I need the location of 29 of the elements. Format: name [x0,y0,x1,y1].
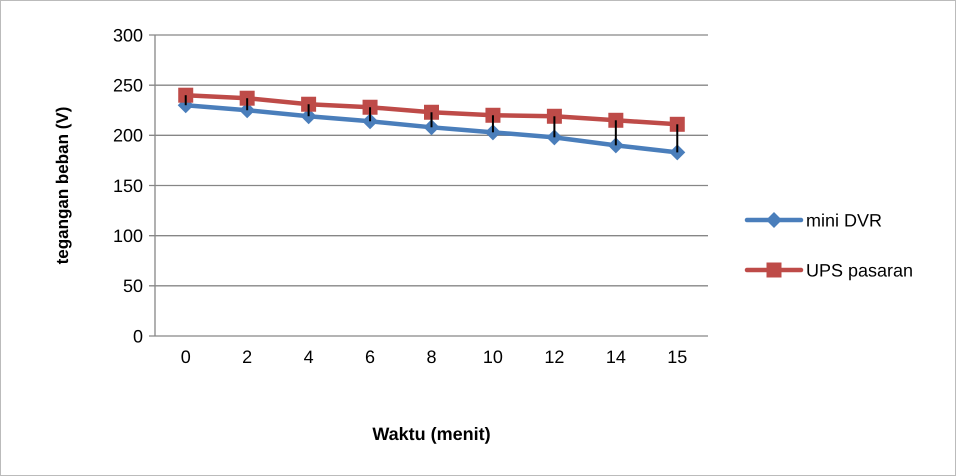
x-tick-label: 8 [426,347,437,367]
point [178,88,194,103]
point [670,116,685,132]
y-tick-label: 200 [112,126,143,146]
point [485,108,500,123]
x-tick-label: 14 [606,347,626,367]
x-tick-label: 0 [180,347,191,367]
point [301,96,316,112]
y-tick-label: 50 [122,276,143,296]
x-tick-label: 12 [544,347,564,367]
legend-label: mini DVR [806,210,882,230]
point [424,104,439,120]
legend-label: UPS pasaran [806,260,914,280]
x-tick-label: 4 [304,347,314,367]
y-tick-label: 300 [112,25,143,46]
point [608,112,624,128]
y-tick-label: 150 [112,176,143,196]
x-tick-label: 6 [365,347,376,367]
y-tick-label: 100 [112,226,143,246]
x-tick-label: 15 [667,347,688,367]
point [240,90,255,106]
y-axis-title: tegangan beban (V) [53,106,72,264]
x-tick-label: 2 [242,347,252,367]
point [546,108,562,124]
x-axis-title: Waktu (menit) [372,424,491,444]
point [362,100,378,115]
x-tick-label: 10 [482,347,503,367]
y-tick-label: 0 [132,326,143,346]
y-tick-label: 250 [112,75,143,96]
